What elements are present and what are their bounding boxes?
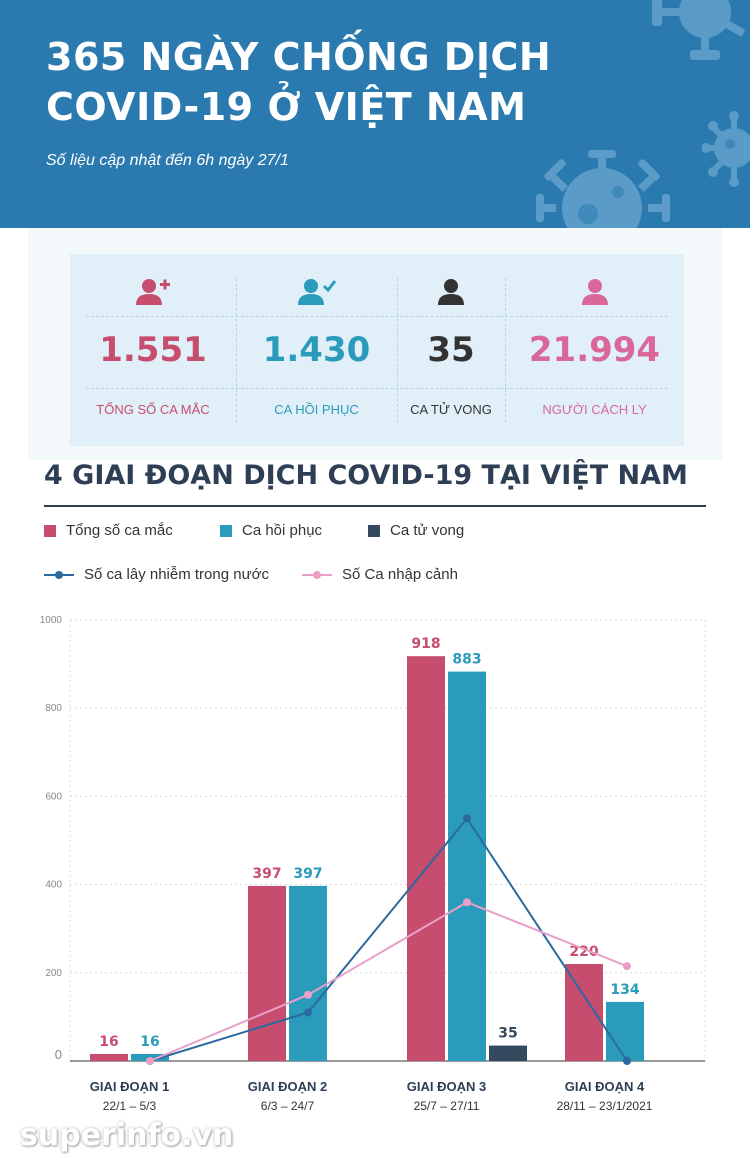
x-category-label: GIAI ĐOẠN 2 [248,1079,327,1094]
series-line [149,901,628,1062]
watermark: superinfo.vn [20,1118,234,1153]
stat-value: 21.994 [528,330,661,370]
stat-value: 1.551 [99,330,207,370]
stat-label: NGƯỜI CÁCH LY [542,402,647,417]
bar [448,671,486,1061]
x-date-label: 6/3 – 24/7 [261,1099,315,1113]
update-note: Số liệu cập nhật đến 6h ngày 27/1 [46,152,289,169]
divider [505,278,506,422]
legend-swatch [44,524,56,537]
line-point [304,1008,312,1017]
x-date-label: 28/11 – 23/1/2021 [557,1099,653,1113]
bar-value-label: 16 [99,1034,118,1050]
legend-item-total-cases: Tổng số ca mắc [44,522,173,539]
title-line: 365 NGÀY CHỐNG DỊCH [46,35,552,79]
legend-item-deaths: Ca tử vong [368,522,464,539]
stats-box: 1.551 TỔNG SỐ CA MẮC 1.430 CA HỒI PHỤC 3… [70,254,684,446]
legend-item-imported: Số Ca nhập cảnh [302,566,458,583]
bar-value-label: 918 [411,636,440,652]
bar-value-label: 220 [569,944,598,960]
bar [489,1045,527,1061]
section-rule [44,505,706,507]
legend-line-marker [302,570,332,579]
divider [86,388,668,389]
stat-label: TỔNG SỐ CA MẮC [96,402,210,417]
person-icon [505,278,684,308]
person-check-icon [236,278,397,308]
person-plus-icon [70,278,236,308]
legend-label: Số Ca nhập cảnh [342,566,458,583]
stat-label: CA HỒI PHỤC [274,402,359,417]
y-tick-label: 0 [55,1047,62,1062]
x-date-label: 22/1 – 5/3 [103,1099,157,1113]
legend-line-marker [44,570,74,579]
bar [248,885,286,1061]
section-title: 4 GIAI ĐOẠN DỊCH COVID-19 TẠI VIỆT NAM [44,460,688,491]
line-point [623,962,631,971]
stat-recovered: 1.430 CA HỒI PHỤC [236,254,397,446]
virus-icon [536,150,670,228]
person-icon [397,278,505,308]
y-tick-label: 200 [45,968,62,979]
divider [86,316,668,317]
bar-value-label: 134 [610,982,639,998]
bar-value-label: 16 [140,1034,159,1050]
divider [397,278,398,422]
virus-icon [702,111,750,187]
page-title: 365 NGÀY CHỐNG DỊCH COVID-19 Ở VIỆT NAM [46,32,606,132]
y-tick-label: 400 [45,880,62,891]
y-tick-label: 600 [45,791,62,802]
bar-value-label: 883 [452,652,481,668]
line-point [463,814,471,823]
legend-label: Số ca lây nhiễm trong nước [84,566,269,583]
legend-item-domestic: Số ca lây nhiễm trong nước [44,566,269,583]
stat-value: 1.430 [262,330,371,370]
legend-label: Tổng số ca mắc [66,522,173,539]
line-point [146,1057,154,1065]
y-tick-label: 800 [45,703,62,714]
legend-item-recovered: Ca hồi phục [220,522,322,539]
stat-deaths: 35 CA TỬ VONG [397,254,505,446]
series-line [149,816,628,1062]
line-point [304,990,312,999]
stat-quarantined: 21.994 NGƯỜI CÁCH LY [505,254,684,446]
line-point [463,898,471,907]
stat-label: CA TỬ VONG [410,402,492,417]
bar-line-chart: 0 200 400 600 800 1000 16 16 GIAI ĐOẠN 1 22/1 – 5… [40,615,706,1113]
divider [236,278,237,422]
bar [289,885,327,1061]
stat-total-cases: 1.551 TỔNG SỐ CA MẮC [70,254,236,446]
legend-swatch [368,524,380,537]
virus-icon [652,0,746,60]
x-date-label: 25/7 – 27/11 [414,1099,480,1113]
legend-label: Ca hồi phục [242,522,323,539]
bar [565,963,603,1061]
bar [90,1053,128,1061]
y-tick-label: 1000 [40,615,63,626]
x-category-label: GIAI ĐOẠN 4 [565,1079,645,1094]
header-banner: 365 NGÀY CHỐNG DỊCH COVID-19 Ở VIỆT NAM … [0,0,750,228]
legend-swatch [220,524,232,537]
x-category-label: GIAI ĐOẠN 3 [407,1079,486,1094]
bar [606,1001,644,1061]
bar-value-label: 397 [252,866,281,882]
title-line: COVID-19 Ở VIỆT NAM [46,85,527,129]
bar [407,656,445,1061]
stat-value: 35 [427,330,475,370]
legend-label: Ca tử vong [390,522,465,539]
bar-value-label: 35 [498,1026,517,1042]
bar-value-label: 397 [293,866,322,882]
line-point [623,1057,631,1065]
x-category-label: GIAI ĐOẠN 1 [90,1079,169,1094]
